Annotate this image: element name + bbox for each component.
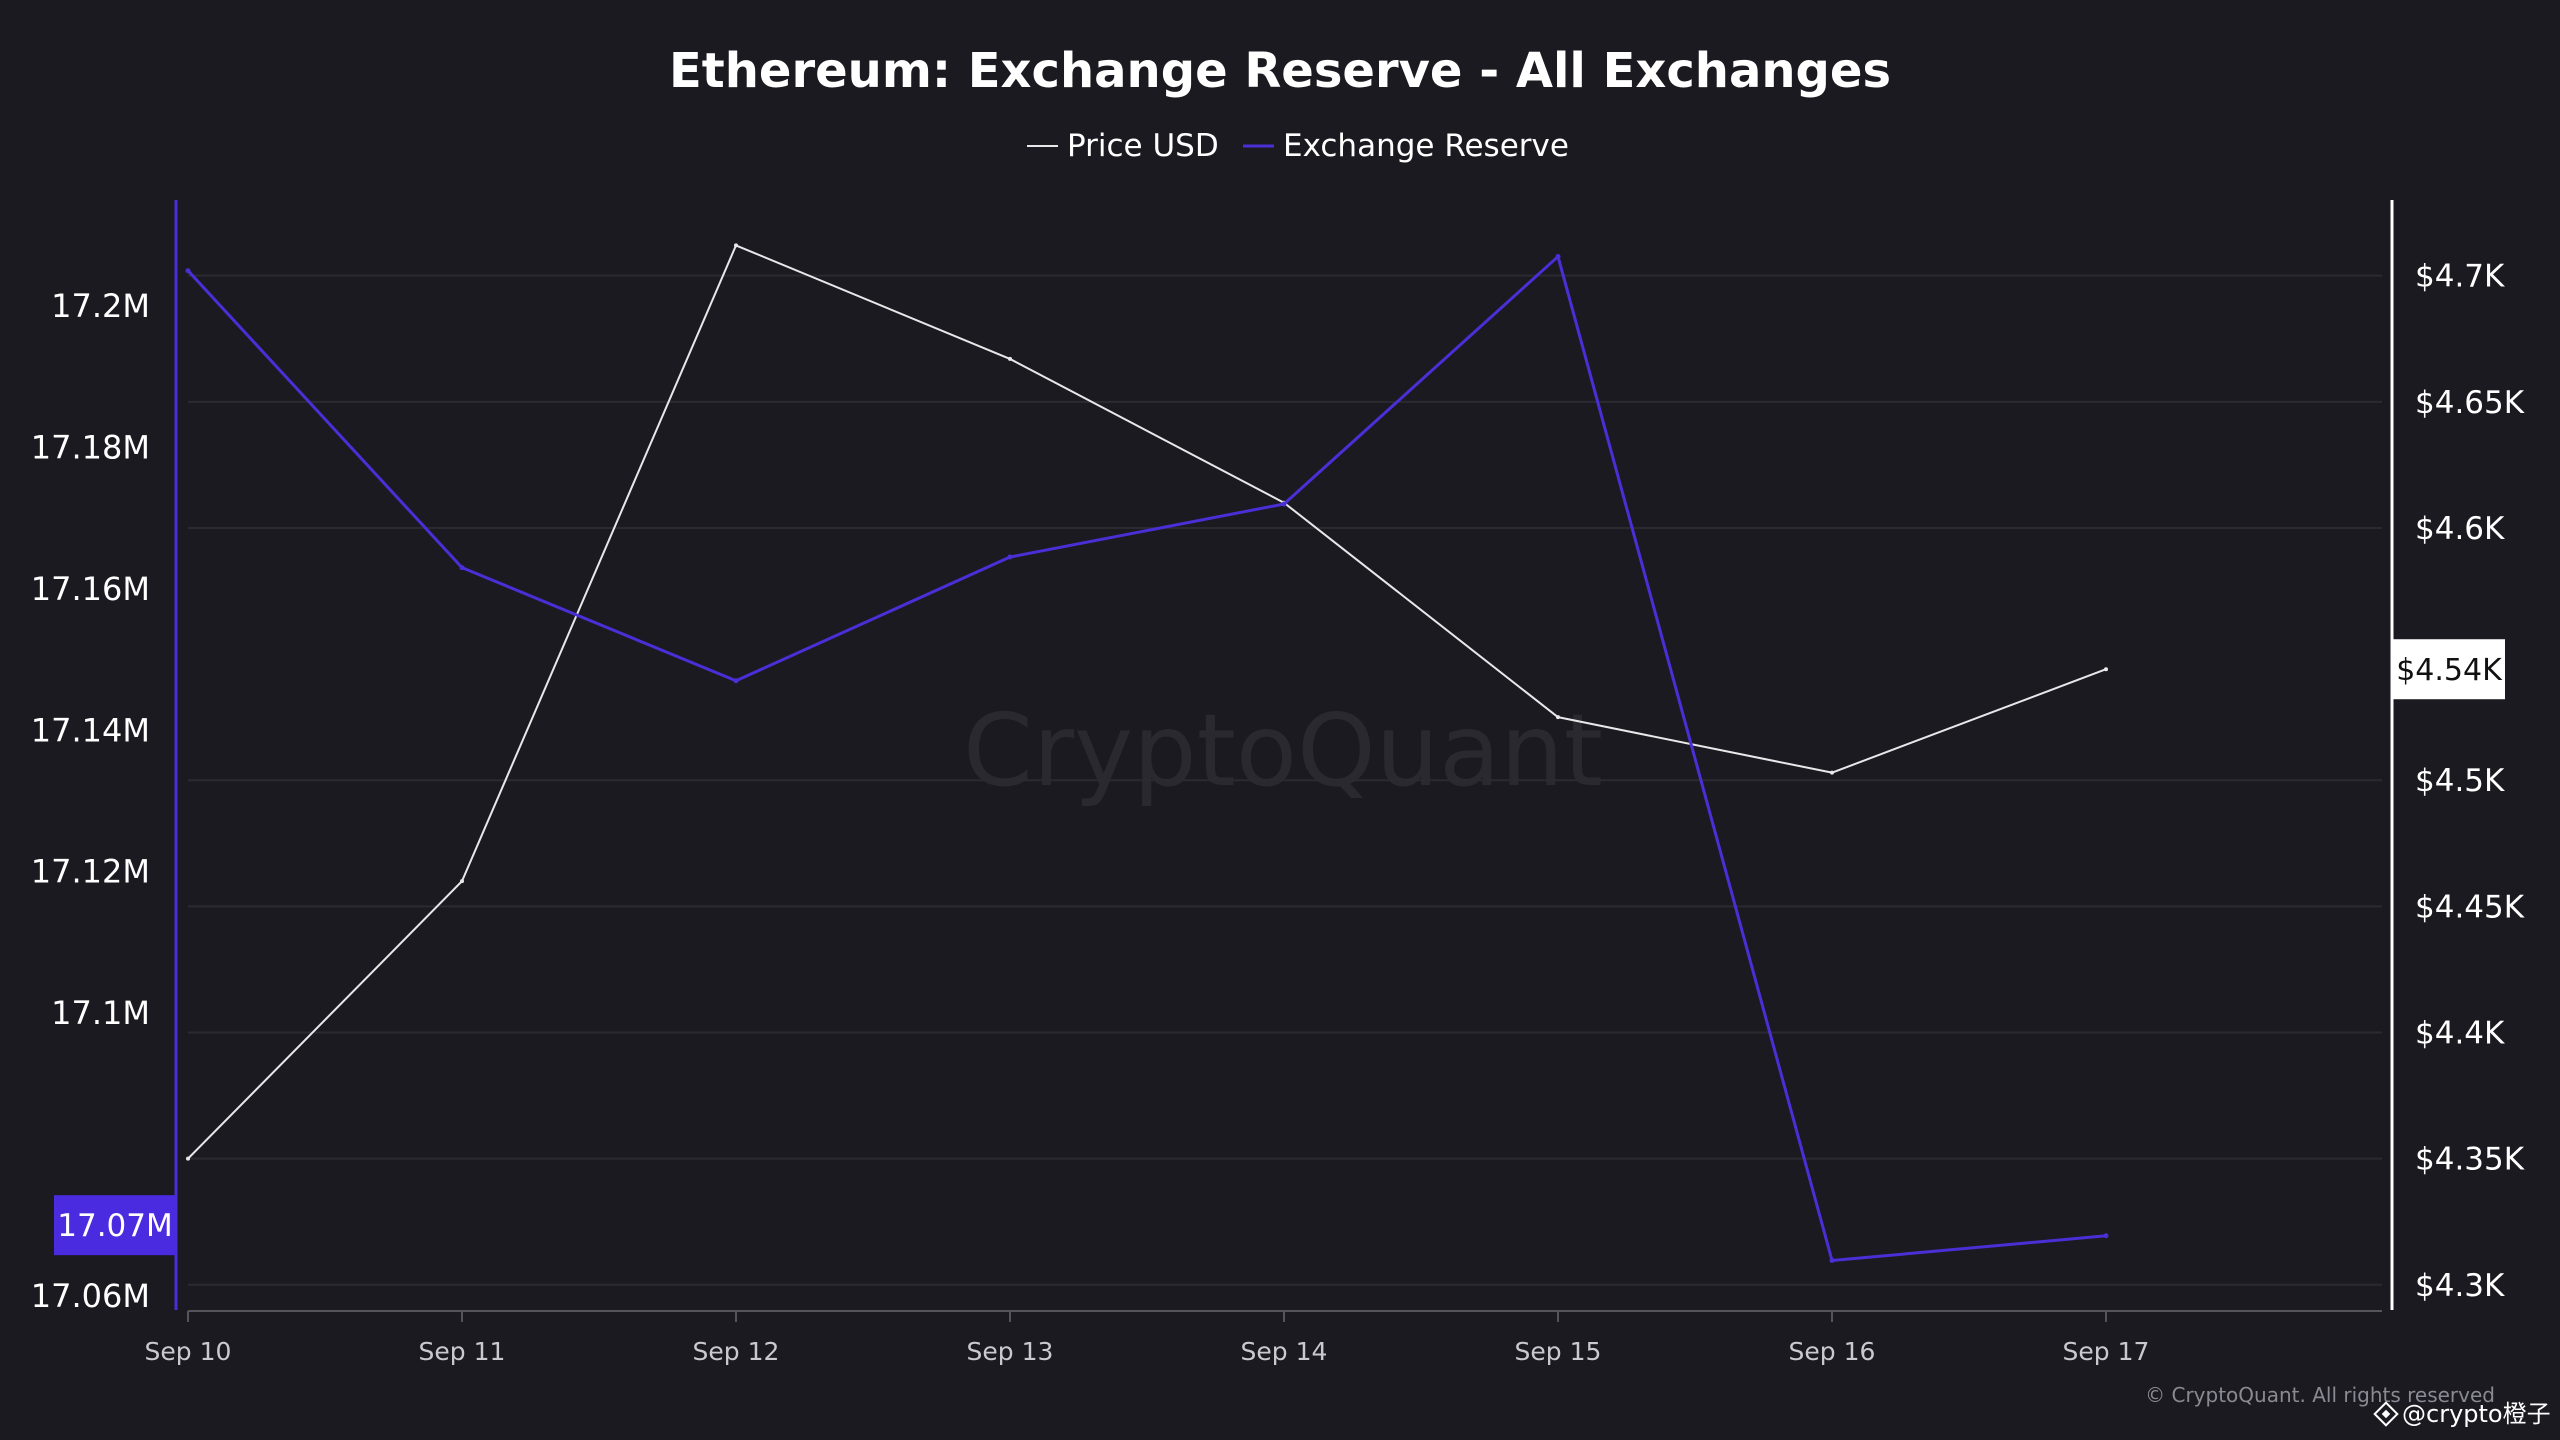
price-current-value: $4.54K [2396,653,2503,688]
reserve-point[interactable] [1281,501,1287,507]
author-handle: @crypto橙子 [2402,1400,2551,1428]
x-tick-label: Sep 17 [2063,1337,2150,1366]
right-y-tick-label: $4.5K [2415,763,2505,799]
left-y-tick-label: 17.1M [51,994,150,1032]
reserve-current-value: 17.07M [57,1208,173,1244]
x-tick-label: Sep 11 [419,1337,506,1366]
watermark: CryptoQuant [963,692,1603,809]
price-current-value-badge: $4.54K [2393,639,2505,700]
x-tick-label: Sep 14 [1241,1337,1328,1366]
price-point[interactable] [2104,667,2108,672]
price-point[interactable] [1830,770,1834,775]
copyright-notice: © CryptoQuant. All rights reserved [2145,1383,2495,1407]
chart-title: Ethereum: Exchange Reserve - All Exchang… [669,43,1891,99]
reserve-point[interactable] [1555,254,1561,260]
reserve-point[interactable] [1829,1258,1835,1264]
x-axis-ticks: Sep 10 Sep 11 Sep 12 Sep 13 Sep 14 Sep 15 Sep … [145,1311,2150,1366]
exchange-reserve-line[interactable] [186,255,2107,1263]
left-y-tick-label: 17.14M [31,711,150,749]
legend-reserve-label[interactable]: Exchange Reserve [1283,128,1569,164]
price-point[interactable] [460,879,464,884]
price-badge-background [2393,639,2505,700]
reserve-point[interactable] [2103,1233,2109,1239]
right-y-axis-ticks: $4.3K $4.35K $4.4K $4.45K $4.5K $4.6K $4.65K $4… [2415,259,2525,1304]
right-y-tick-label: $4.3K [2415,1268,2505,1304]
left-y-tick-label: 17.12M [31,853,150,891]
x-tick-label: Sep 12 [693,1337,780,1366]
right-y-tick-label: $4.7K [2415,259,2505,295]
left-y-axis-ticks: 17.06M 17.1M 17.12M 17.14M 17.16M 17.18M 17.2M [31,287,150,1315]
price-point[interactable] [186,1156,190,1161]
right-y-tick-label: $4.45K [2415,889,2525,925]
left-y-tick-label: 17.2M [51,287,150,325]
price-point[interactable] [1556,715,1560,720]
left-y-tick-label: 17.16M [31,570,150,608]
reserve-current-value-badge: 17.07M [54,1195,176,1256]
reserve-point[interactable] [733,678,739,684]
x-tick-label: Sep 16 [1789,1337,1876,1366]
price-point[interactable] [1008,356,1012,361]
gridlines [188,274,2382,1286]
x-tick-label: Sep 15 [1515,1337,1602,1366]
reserve-point[interactable] [1007,554,1013,560]
price-point[interactable] [734,243,738,248]
legend-price-label[interactable]: Price USD [1067,128,1219,164]
left-y-tick-label: 17.06M [31,1277,150,1315]
x-tick-label: Sep 13 [967,1337,1054,1366]
attribution: @crypto橙子 [2373,1400,2551,1428]
right-y-tick-label: $4.35K [2415,1142,2525,1178]
right-y-tick-label: $4.65K [2415,385,2525,421]
reserve-point[interactable] [185,268,191,274]
price-usd-line[interactable] [187,244,2107,1160]
x-tick-label: Sep 10 [145,1337,232,1366]
right-y-tick-label: $4.4K [2415,1016,2505,1052]
exchange-reserve-series[interactable] [185,254,2109,1264]
reserve-point[interactable] [459,565,465,571]
left-y-tick-label: 17.18M [31,428,150,466]
legend[interactable]: Price USD Exchange Reserve [1027,128,1569,164]
right-y-tick-label: $4.6K [2415,511,2505,547]
reserve-badge-background [54,1195,176,1256]
price-usd-series[interactable] [186,243,2108,1161]
